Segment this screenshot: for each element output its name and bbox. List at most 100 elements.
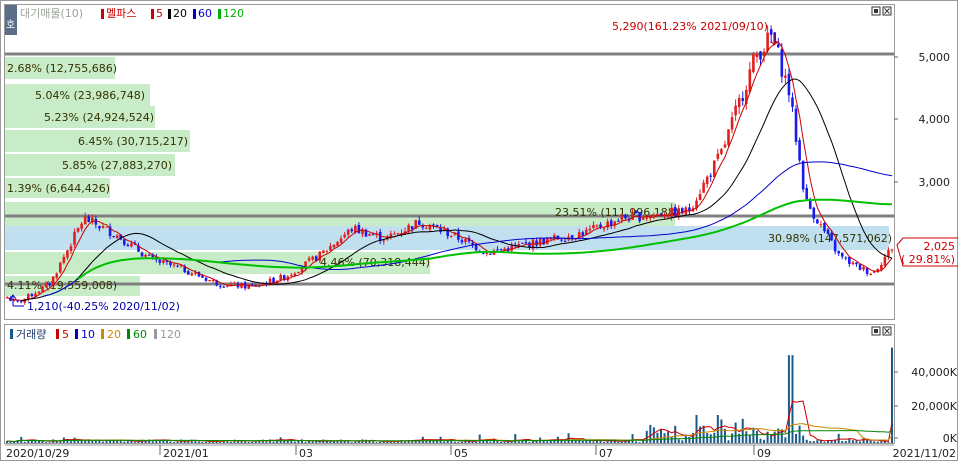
candle [44,283,48,288]
candle [744,89,748,104]
side-tab[interactable] [5,5,17,35]
volume-bar [759,438,762,443]
volume-bar [244,441,247,443]
volume-bar [283,441,286,443]
legend-swatch-0 [101,9,104,19]
volume-bar [492,439,495,443]
x-tick-2: 03 [299,447,313,460]
candle [66,250,69,258]
volume-bar [610,440,613,443]
volume-bar [855,440,858,443]
volume-bar [695,415,698,443]
candle [681,208,684,214]
vol-legend-swatch-5 [154,329,157,339]
volume-bar [819,439,822,443]
candle [12,299,16,301]
candle [855,262,858,265]
volume-bar [524,439,527,443]
candle [602,228,606,230]
candle [837,251,840,254]
candle [844,257,848,259]
candle [247,285,250,289]
profile-label-6: 1.39% (6,644,426) [7,182,110,195]
volume-bar [84,440,87,443]
volume-bar [77,441,80,443]
candle [677,208,681,216]
volume-bar [265,440,268,443]
volume-bar [489,441,492,443]
profile-bar-2 [5,84,150,106]
volume-bar [631,434,634,443]
candle [787,73,791,96]
candle [833,240,837,252]
candle [755,53,759,57]
volume-bar [436,440,439,443]
candle [631,212,634,220]
candle [716,153,720,159]
volume-bar [411,440,414,443]
volume-bar [748,434,751,443]
volume-bar [468,441,471,443]
candle [122,239,126,245]
candle [474,244,478,251]
candle [137,245,140,252]
volume-bar [763,439,766,443]
vol-ma60-line [6,430,893,443]
volume-bar [69,441,72,443]
candle [499,249,503,251]
candle [357,225,361,234]
candle [762,51,766,57]
candle [457,231,460,240]
candle [617,220,620,222]
volume-bar [407,440,410,443]
vol-legend-swatch-4 [127,329,130,339]
candle [16,299,19,302]
volume-bar [649,424,652,443]
volume-bar [834,439,837,443]
volume-bar [158,440,161,443]
profile-label-8: 30.98% (147,571,062) [768,232,892,245]
volume-bar [716,415,719,443]
volume-bar [496,440,499,443]
volume-bar [446,439,449,443]
volume-bar [332,441,335,443]
candle [307,258,311,261]
volume-bar [123,441,126,443]
volume-bar [6,440,8,443]
volume-bar [670,436,673,443]
volume-bar [766,431,769,443]
candles [5,25,894,305]
candle [368,234,371,236]
candle [108,226,112,237]
candle [332,244,336,248]
candle [364,229,368,237]
candle [69,246,73,252]
candle [176,265,179,267]
volume-bar [276,439,279,443]
volume-bar [802,435,805,443]
candle [297,272,300,274]
volume-bar [514,434,517,443]
volume-bar [386,441,389,443]
candle [656,213,659,216]
candle [343,234,346,238]
candle [840,252,844,257]
candle [282,275,286,280]
candle [98,226,101,229]
volume-bar [105,439,108,443]
candle [396,233,400,235]
vol-legend-item-2: 10 [81,328,95,341]
candle [784,75,787,78]
candle [172,264,176,266]
candle [880,265,883,270]
price-panel [4,4,895,320]
candle [268,278,272,285]
moving-averages [6,41,893,302]
volume-bar [315,441,318,443]
volume-minimize-icon-inner [874,329,878,333]
volume-bar [532,441,535,443]
volume-bar [382,441,385,443]
x-tick-3: 05 [454,447,468,460]
candle [748,69,752,92]
candle [720,149,723,154]
